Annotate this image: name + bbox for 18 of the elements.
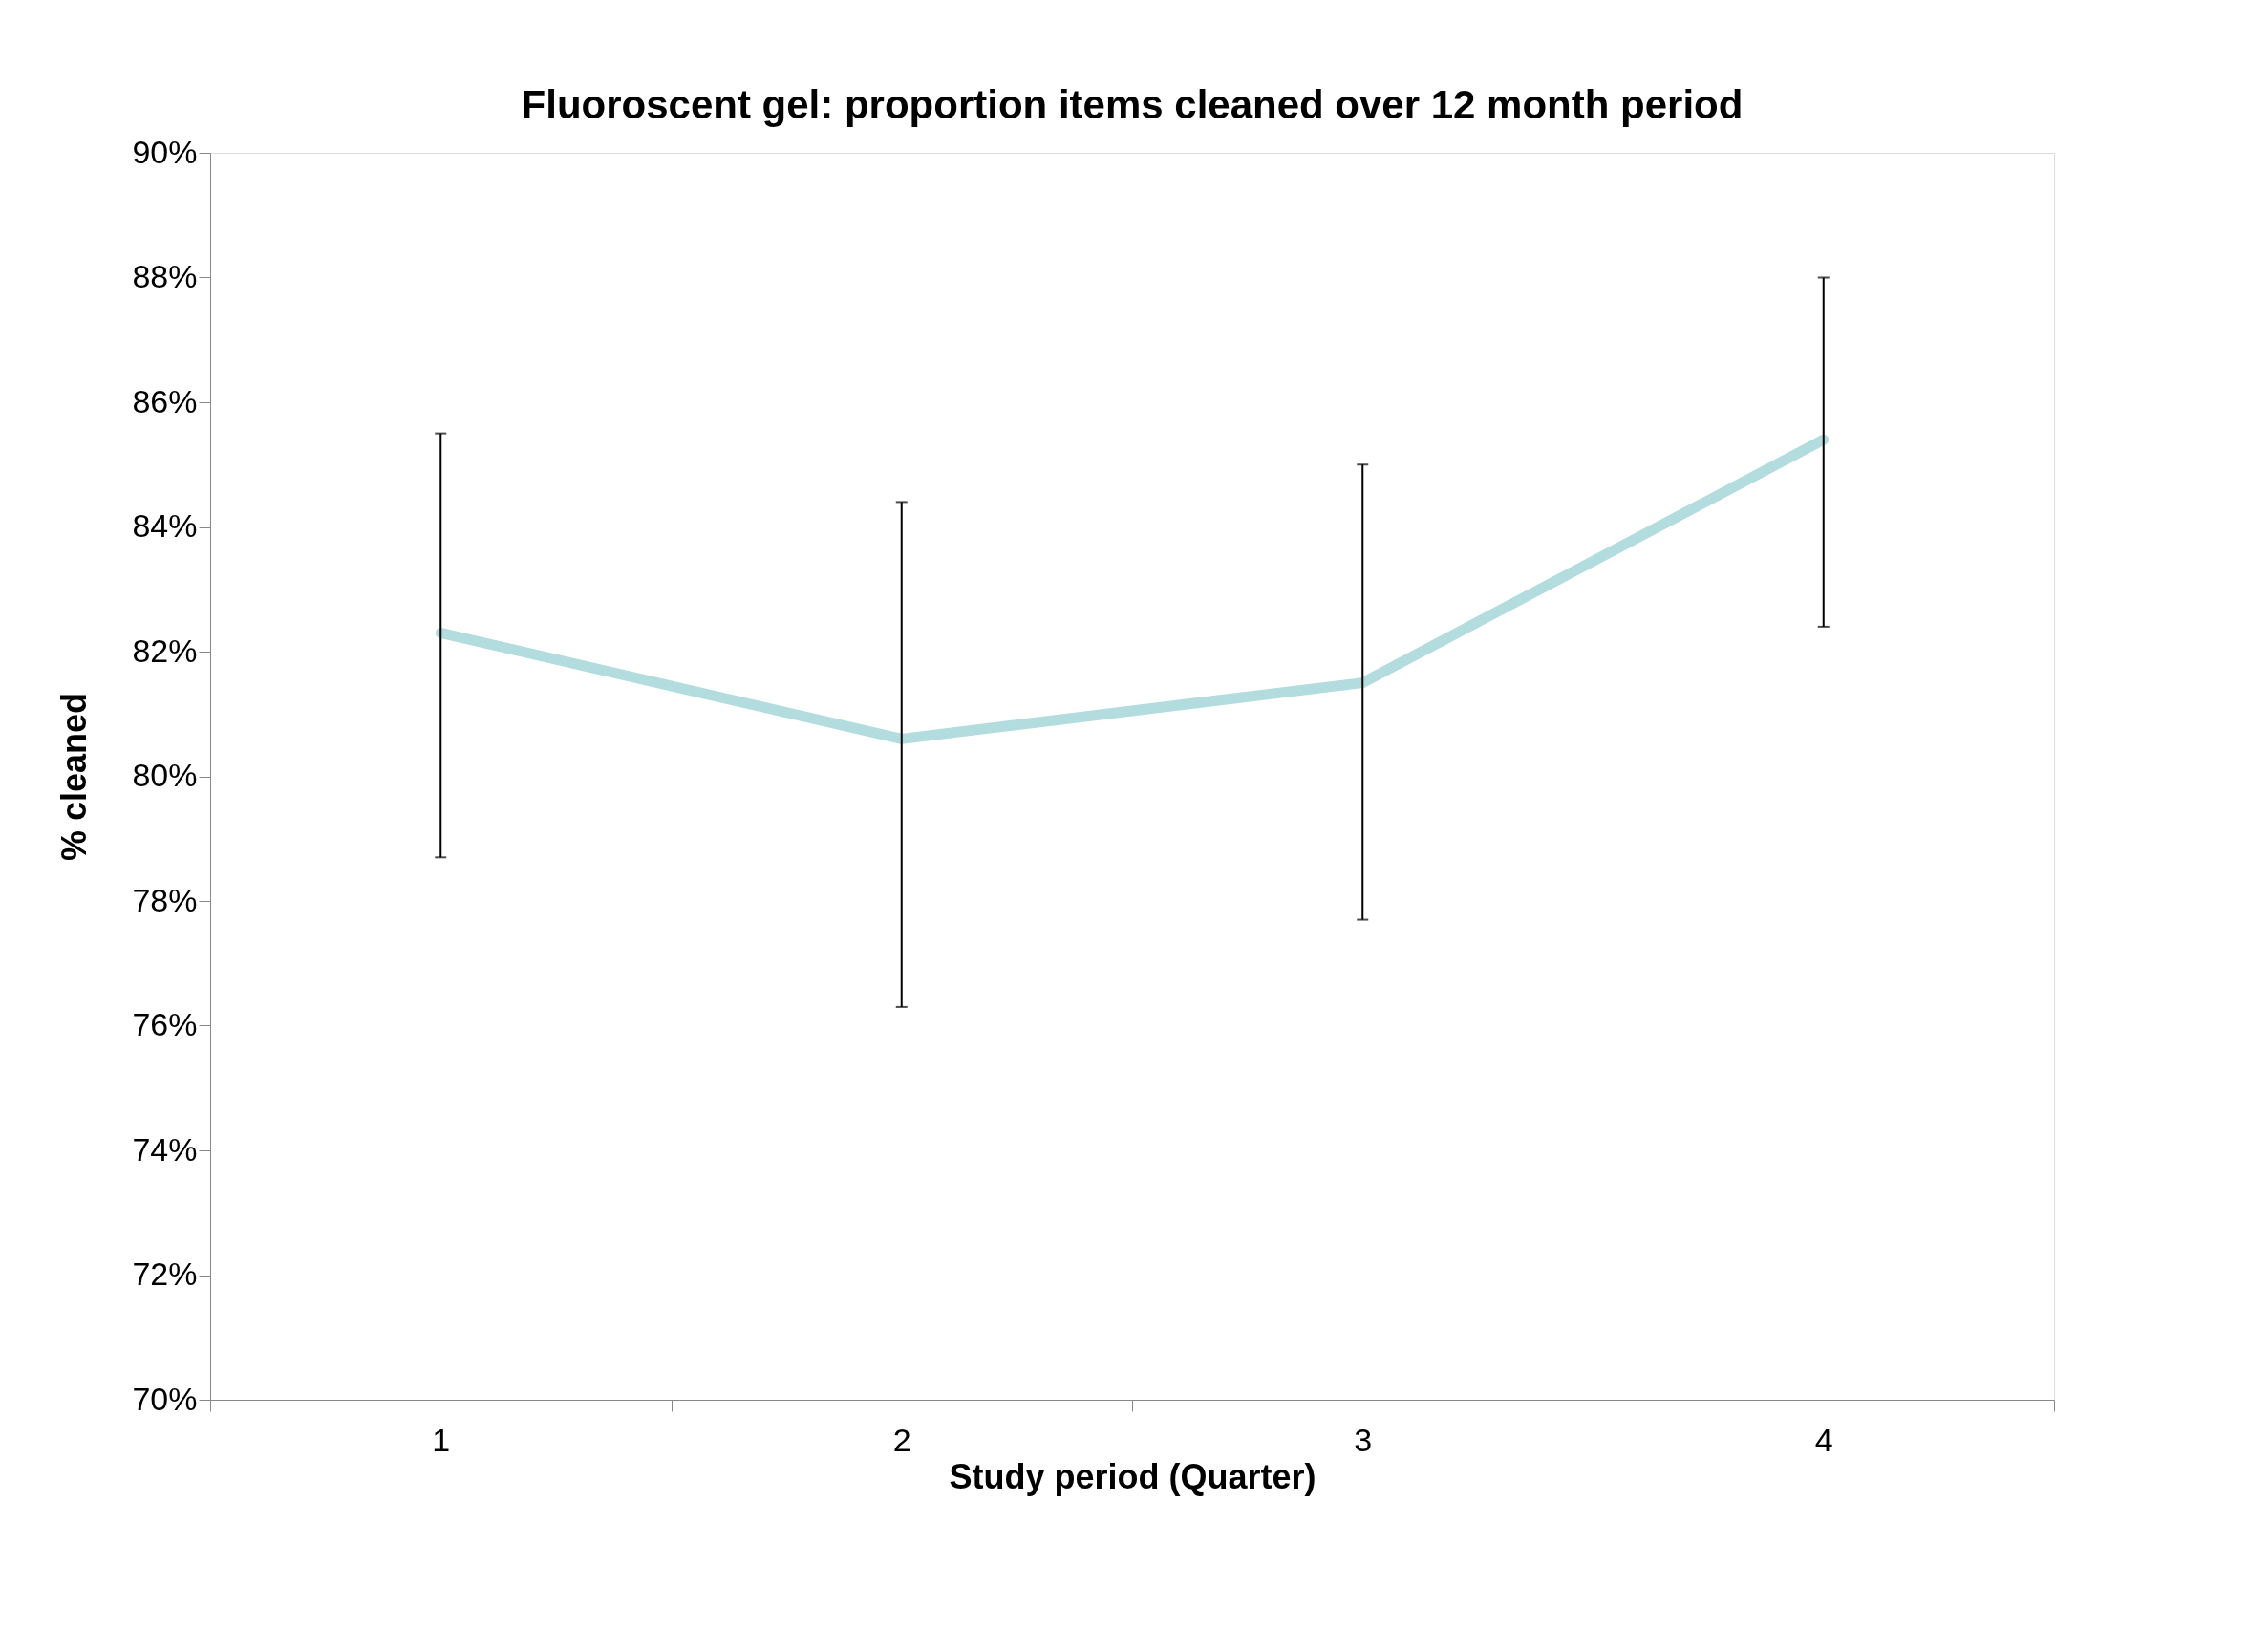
y-tick-label: 82%	[132, 632, 198, 669]
y-tick-label: 72%	[132, 1255, 198, 1292]
x-tick-label: 1	[432, 1421, 451, 1458]
y-axis-title: % cleaned	[54, 692, 95, 862]
y-tick-label: 90%	[132, 133, 198, 170]
y-tick-label: 76%	[132, 1006, 198, 1042]
x-tick-label: 4	[1814, 1421, 1833, 1458]
y-tick-label: 86%	[132, 382, 198, 419]
y-tick-label: 74%	[132, 1130, 198, 1168]
x-tick-label: 3	[1354, 1421, 1373, 1458]
y-tick-label: 78%	[132, 881, 198, 918]
y-tick-label: 70%	[132, 1380, 198, 1417]
x-axis-title: Study period (Quarter)	[949, 1456, 1316, 1496]
x-tick-label: 2	[892, 1421, 911, 1458]
y-tick-label: 80%	[132, 757, 198, 793]
y-tick-label: 88%	[132, 258, 198, 294]
chart-title: Fluoroscent gel: proportion items cleaned over 12 month period	[521, 82, 1744, 127]
y-tick-label: 84%	[132, 507, 198, 544]
